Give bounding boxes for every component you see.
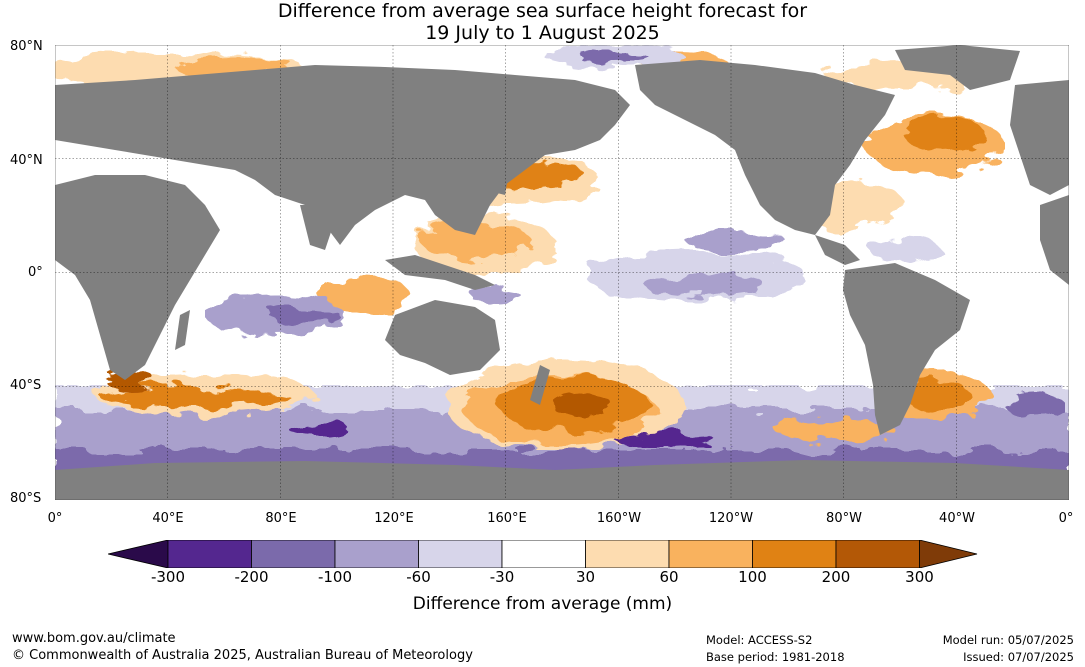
colorbar-segment-7 xyxy=(668,540,753,568)
colorbar-high-triangle xyxy=(919,540,978,568)
footer-model: Model: ACCESS-S2 xyxy=(706,633,813,647)
madagascar xyxy=(175,310,190,350)
lat-label-equator: 0° xyxy=(28,265,43,280)
antarctica xyxy=(55,460,1069,500)
lat-label-40s: 40°S xyxy=(10,378,42,393)
lat-label-80n: 80°N xyxy=(10,39,43,54)
colorbar-segment-6 xyxy=(585,540,670,568)
central-america xyxy=(815,235,860,265)
colorbar-segment-5 xyxy=(501,540,586,568)
colorbar-tick-label: -60 xyxy=(406,568,431,586)
colorbar-tick-label: -200 xyxy=(234,568,269,586)
map-title-line1: Difference from average sea surface heig… xyxy=(277,0,808,22)
greenland xyxy=(895,45,1020,90)
colorbar-segment-2 xyxy=(251,540,336,568)
colorbar-low-triangle xyxy=(108,540,169,568)
footer-issued: Issued: 07/07/2025 xyxy=(963,650,1074,664)
colorbar-title: Difference from average (mm) xyxy=(412,594,673,614)
footer-url: www.bom.gov.au/climate xyxy=(12,631,176,646)
colorbar-segment-4 xyxy=(418,540,503,568)
colorbar-tick-label: 300 xyxy=(905,568,934,586)
new-zealand xyxy=(530,365,550,405)
colorbar-segment-1 xyxy=(167,540,252,568)
lon-label-40e: 40°E xyxy=(152,511,184,526)
footer-model-run: Model run: 05/07/2025 xyxy=(942,633,1074,647)
colorbar xyxy=(108,540,978,568)
north-america xyxy=(635,60,895,235)
graticule xyxy=(55,45,1069,500)
colorbar-segment-9 xyxy=(835,540,920,568)
lon-label-160w: 160°W xyxy=(596,511,642,526)
lon-label-120e: 120°E xyxy=(374,511,414,526)
lon-label-120w: 120°W xyxy=(708,511,754,526)
sea-surface-height-map xyxy=(55,45,1069,500)
africa xyxy=(55,175,220,380)
colorbar-segment-3 xyxy=(334,540,419,568)
footer-copyright: © Commonwealth of Australia 2025, Austra… xyxy=(12,648,473,663)
map-title-line2: 19 July to 1 August 2025 xyxy=(425,22,660,44)
japan xyxy=(497,165,510,195)
colorbar-tick-label: 60 xyxy=(659,568,679,586)
colorbar-segment-8 xyxy=(752,540,837,568)
colorbar-tick-label: -300 xyxy=(150,568,186,586)
land-masses xyxy=(55,45,1069,500)
positive-anomaly-regions xyxy=(55,50,1005,450)
colorbar-tick-label: -100 xyxy=(317,568,353,586)
colorbar-tick-label: 200 xyxy=(821,568,851,586)
eurasia xyxy=(55,65,630,245)
africa-west-edge xyxy=(1040,195,1069,285)
lat-label-80s: 80°S xyxy=(10,491,42,506)
negative-anomaly-regions xyxy=(205,45,1065,448)
lon-label-0-right: 0° xyxy=(1058,511,1074,526)
lon-label-80e: 80°E xyxy=(265,511,297,526)
south-america xyxy=(843,263,970,435)
footer-base-period: Base period: 1981-2018 xyxy=(706,650,845,664)
colorbar-tick-label: 30 xyxy=(575,568,596,586)
europe-west xyxy=(1010,80,1069,195)
australia xyxy=(385,300,500,375)
lon-label-80w: 80°W xyxy=(826,511,862,526)
lon-label-160e: 160°E xyxy=(487,511,527,526)
lat-label-40n: 40°N xyxy=(10,153,43,168)
colorbar-tick-label: -30 xyxy=(489,568,515,586)
india xyxy=(300,205,340,250)
colorbar-tick-label: 100 xyxy=(738,568,767,586)
lon-label-40w: 40°W xyxy=(939,511,975,526)
lon-label-0-left: 0° xyxy=(47,511,63,526)
